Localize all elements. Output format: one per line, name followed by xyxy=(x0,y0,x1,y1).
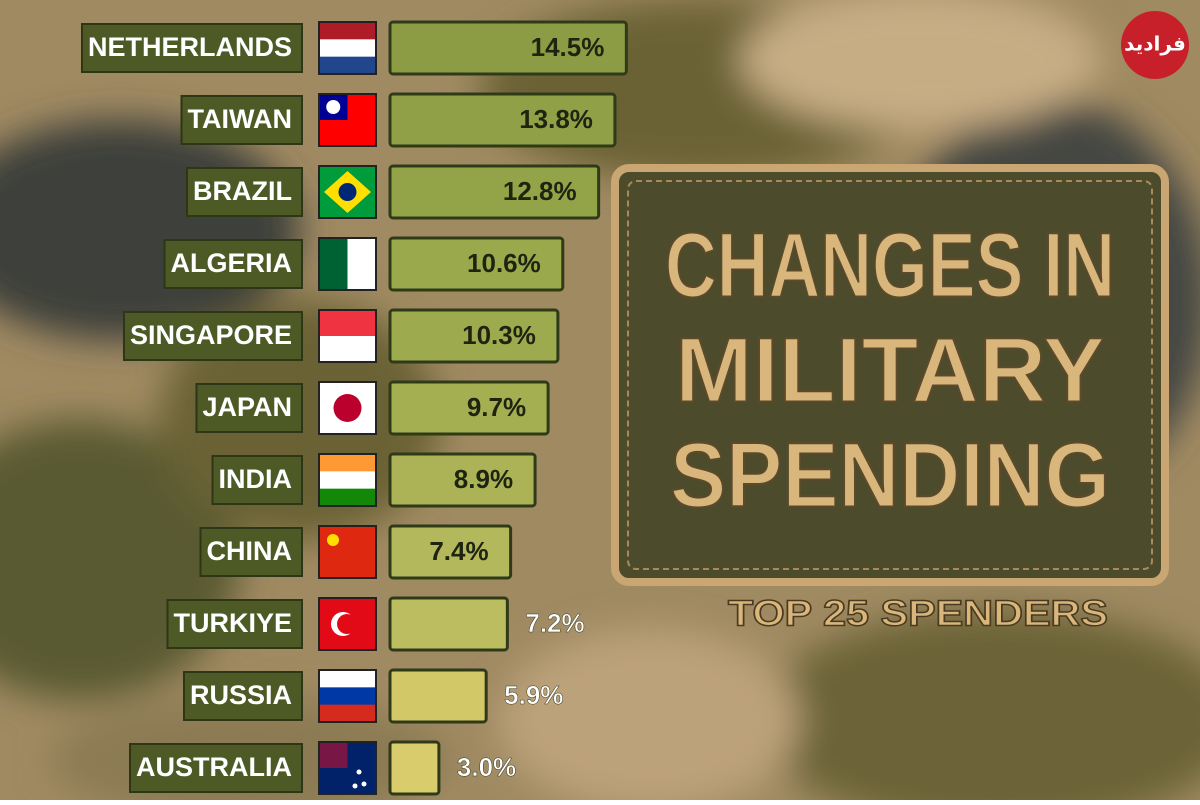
flag-globe xyxy=(338,183,357,201)
flag-stripe xyxy=(319,471,376,490)
label-patch xyxy=(166,599,303,649)
flag-sun xyxy=(333,394,362,422)
flag-stripe xyxy=(319,238,348,290)
bars: NETHERLANDS 14.5% TAIWAN 13.8% BRAZIL 12.8% AL… xyxy=(80,20,628,796)
value-label: 14.5% xyxy=(531,32,605,62)
label-patch xyxy=(186,167,303,217)
category-label: ALGERIA xyxy=(171,248,293,278)
flag-stripe xyxy=(319,39,376,58)
flag-border xyxy=(318,741,377,795)
flag-star xyxy=(356,769,362,775)
value-label: 10.6% xyxy=(467,248,541,278)
category-label: NETHERLANDS xyxy=(88,32,292,62)
flag-field xyxy=(319,526,376,578)
flag-stripe xyxy=(319,670,376,688)
flag-star xyxy=(352,783,358,789)
flag-border xyxy=(318,237,377,291)
label-patch xyxy=(163,239,303,289)
flag-border xyxy=(318,21,377,75)
title-line: SPENDING xyxy=(670,424,1110,526)
title-line: CHANGES IN xyxy=(665,214,1115,316)
label-patch xyxy=(80,23,303,73)
label-patch xyxy=(199,527,303,577)
label-patch xyxy=(211,455,303,505)
flag-stripe xyxy=(319,56,376,75)
flag-moon-cut xyxy=(337,614,357,634)
value-label: 12.8% xyxy=(503,176,577,206)
label-patch xyxy=(195,383,303,433)
flag xyxy=(318,309,377,363)
title-patch: CHANGES IN MILITARY SPENDING xyxy=(611,164,1169,586)
flag-stripe xyxy=(319,454,376,472)
category-label: CHINA xyxy=(207,536,293,566)
flag xyxy=(318,669,377,723)
flag-border xyxy=(318,93,377,147)
category-label: JAPAN xyxy=(202,392,292,422)
flag-border xyxy=(318,453,377,507)
flag-border xyxy=(318,309,377,363)
flag-sun xyxy=(326,100,341,114)
flag-union xyxy=(319,742,348,768)
flag-border xyxy=(318,597,377,651)
category-label: SINGAPORE xyxy=(130,320,292,350)
flag-stripe xyxy=(319,687,376,706)
flag-border xyxy=(318,525,377,579)
category-label: AUSTRALIA xyxy=(136,752,292,782)
label-patch xyxy=(122,311,303,361)
flag-stripe xyxy=(319,22,376,40)
flag-border xyxy=(318,165,377,219)
flag xyxy=(318,525,377,579)
bar xyxy=(388,20,628,76)
value-label: 9.7% xyxy=(467,392,526,422)
flag-stripe xyxy=(319,310,376,337)
bar xyxy=(388,380,550,436)
label-patch xyxy=(129,743,303,793)
flag-star xyxy=(327,534,339,546)
flag-stripe xyxy=(319,488,376,507)
subtitle: TOP 25 SPENDERS xyxy=(728,593,1108,634)
value-label: 3.0% xyxy=(457,752,516,782)
flag xyxy=(318,237,377,291)
bar xyxy=(388,596,509,652)
flag xyxy=(318,741,377,795)
bar xyxy=(388,92,617,148)
value-label: 7.4% xyxy=(429,536,488,566)
title-line: MILITARY xyxy=(675,319,1105,421)
flag xyxy=(318,93,377,147)
bar xyxy=(388,236,565,292)
label-patch xyxy=(180,95,303,145)
value-label: 7.2% xyxy=(525,608,584,638)
category-label: TURKIYE xyxy=(173,608,292,638)
flag-border xyxy=(318,381,377,435)
bar xyxy=(388,740,441,796)
flag-stripe xyxy=(319,704,376,723)
flag-star xyxy=(361,781,367,787)
flag xyxy=(318,597,377,651)
value-label: 13.8% xyxy=(519,104,593,134)
watermark-logo: فرادید xyxy=(1121,11,1189,79)
value-label: 5.9% xyxy=(504,680,563,710)
flag xyxy=(318,453,377,507)
flag-stripe xyxy=(347,238,377,290)
label-patch xyxy=(182,671,303,721)
category-label: RUSSIA xyxy=(190,680,292,710)
category-label: BRAZIL xyxy=(193,176,292,206)
flag xyxy=(318,381,377,435)
category-label: INDIA xyxy=(219,464,293,494)
flag-stripe xyxy=(319,336,376,363)
flag xyxy=(318,165,377,219)
flag-border xyxy=(318,669,377,723)
value-label: 10.3% xyxy=(462,320,536,350)
bar xyxy=(388,452,537,508)
value-label: 8.9% xyxy=(454,464,513,494)
bar xyxy=(388,524,513,580)
category-label: TAIWAN xyxy=(188,104,292,134)
bar xyxy=(388,308,560,364)
watermark: فرادید xyxy=(1124,32,1186,56)
bar xyxy=(388,668,488,724)
bar xyxy=(388,164,601,220)
flag xyxy=(318,21,377,75)
